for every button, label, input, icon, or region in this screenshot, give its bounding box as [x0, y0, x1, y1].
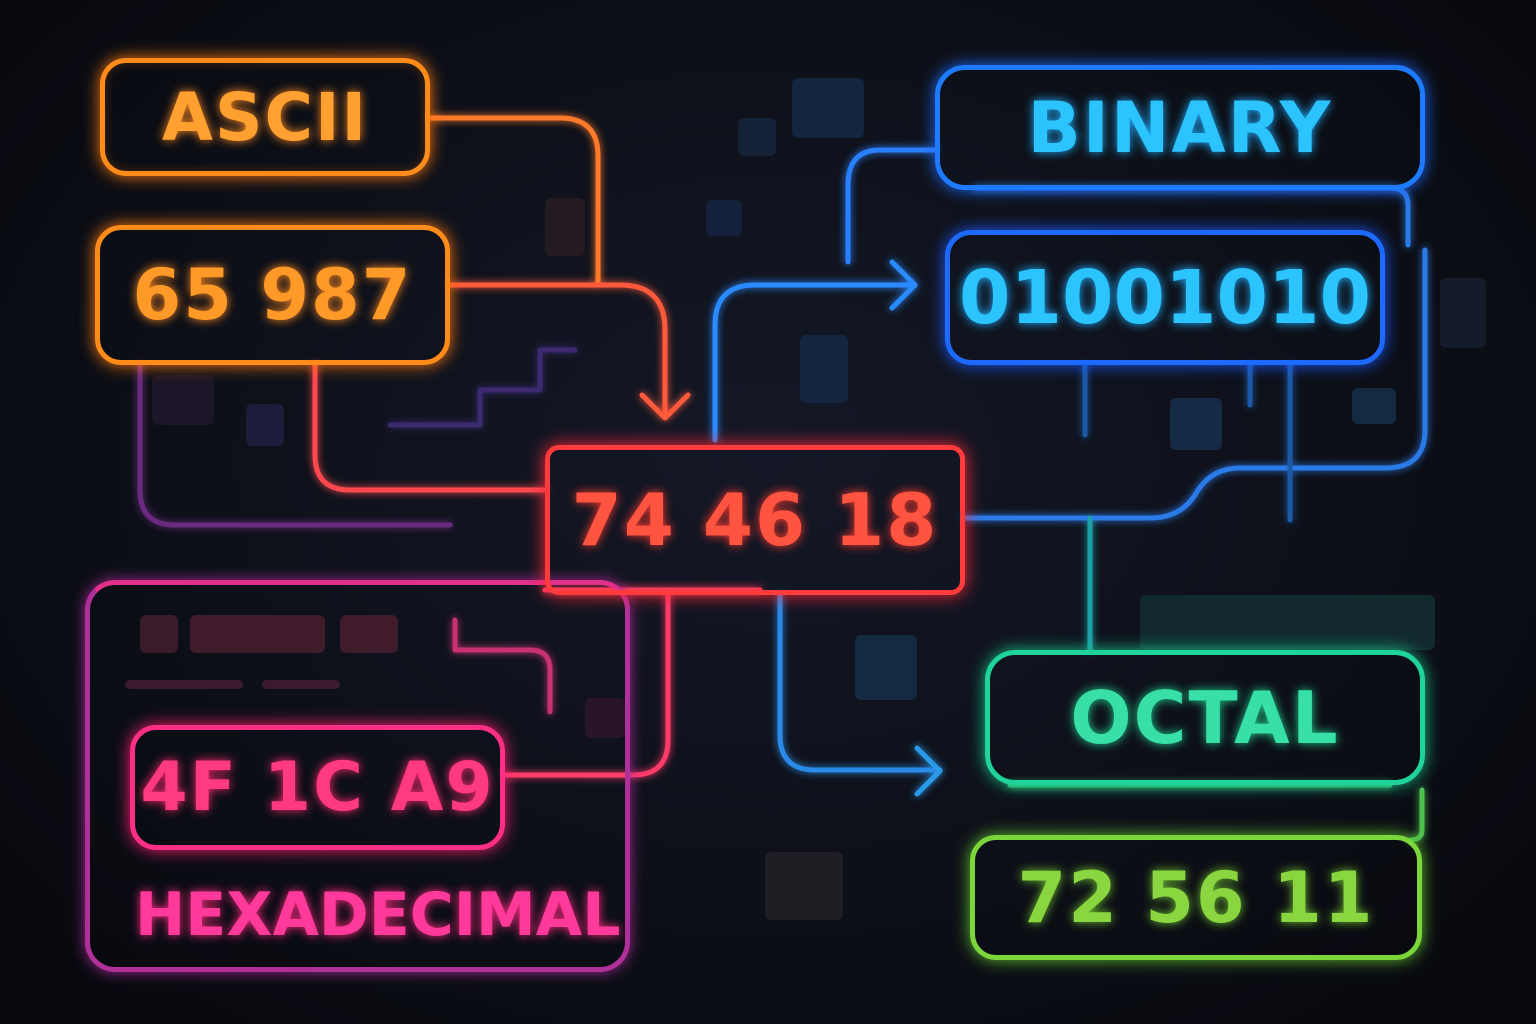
ascii-value: 65 987 — [132, 254, 413, 336]
decor-square — [1140, 595, 1435, 650]
decor-bar — [262, 680, 340, 689]
decor-square — [765, 852, 843, 920]
octal-label: OCTAL — [1070, 675, 1340, 760]
decor-square — [855, 635, 917, 700]
connector-ascii-value-to-center — [447, 282, 668, 418]
octal-value: 72 56 11 — [1017, 856, 1375, 939]
connector-ascii-value-down — [312, 362, 548, 493]
arrow-head-center — [639, 392, 691, 421]
decor-bar — [340, 615, 398, 653]
center-value-box[interactable]: 74 46 18 — [545, 445, 965, 595]
ascii-value-box[interactable]: 65 987 — [95, 225, 450, 365]
decor-square — [246, 404, 284, 446]
ascii-label-box[interactable]: ASCII — [100, 58, 430, 176]
binary-label: BINARY — [1027, 86, 1333, 169]
hexadecimal-panel — [85, 580, 630, 972]
decor-square — [152, 375, 214, 425]
connector-octal-to-value — [1407, 787, 1425, 843]
octal-label-box[interactable]: OCTAL — [985, 650, 1425, 785]
connector-purple-loop — [137, 362, 453, 528]
arrow-head-binary — [889, 259, 918, 311]
decor-bar — [190, 615, 325, 653]
hex-value-box[interactable]: 4F 1C A9 — [130, 725, 505, 850]
decor-square — [792, 78, 864, 138]
decor-square — [706, 200, 742, 236]
connector-binary-outer — [962, 247, 1428, 521]
connector-center-down-to-octal — [777, 592, 943, 773]
decor-square — [545, 198, 585, 256]
hex-label: HEXADECIMAL — [135, 880, 621, 950]
decor-square — [585, 698, 625, 738]
ascii-label: ASCII — [161, 78, 369, 156]
binary-label-box[interactable]: BINARY — [935, 65, 1425, 190]
connector-purple-step — [387, 347, 578, 428]
connector-center-to-binary — [712, 282, 918, 443]
center-value: 74 46 18 — [571, 478, 939, 562]
decor-bar — [140, 615, 178, 653]
decor-square — [1440, 278, 1486, 348]
decor-square — [1352, 388, 1396, 424]
connector-center-to-hex — [502, 592, 671, 778]
connector-ascii-to-center — [427, 115, 601, 288]
connector-hex-step — [452, 617, 553, 715]
arrow-head-octal — [914, 745, 943, 797]
decor-square — [738, 118, 776, 156]
decor-bar — [125, 680, 243, 689]
connector-binary-label-down — [845, 147, 938, 265]
decor-square — [1170, 398, 1222, 450]
binary-value-box[interactable]: 01001010 — [945, 230, 1385, 365]
octal-value-box[interactable]: 72 56 11 — [970, 835, 1422, 960]
decor-square — [800, 335, 848, 403]
binary-value: 01001010 — [959, 254, 1371, 341]
hex-value: 4F 1C A9 — [140, 748, 495, 827]
